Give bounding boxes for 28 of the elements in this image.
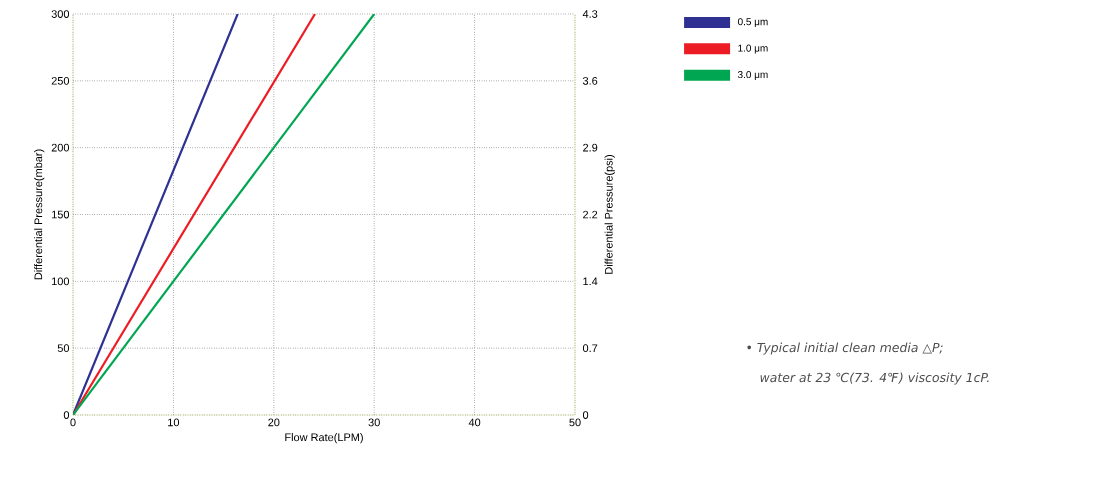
y-tick-label: 0	[63, 411, 70, 419]
legend-label: 3.0 μm	[737, 71, 768, 80]
y2-tick-label: 0	[582, 411, 589, 419]
x-tick-label: 0	[70, 418, 76, 427]
y2-tick-label: 0.7	[582, 344, 598, 353]
legend-label: 1.0 μm	[738, 44, 768, 54]
y-tick-label: 150	[52, 210, 70, 219]
y-tick-label: 100	[52, 277, 70, 286]
y2-axis-title: Differential Pressure(psi)	[604, 155, 615, 274]
y-axis-title: Differential Pressure(mbar)	[34, 149, 45, 280]
x-axis-title: Flow Rate(LPM)	[285, 433, 363, 444]
y2-tick-label: 4.3	[582, 10, 598, 18]
y2-tick-label: 2.2	[583, 210, 598, 219]
y2-tick-label: 3.6	[582, 76, 598, 85]
x-tick-label: 10	[168, 418, 180, 427]
y-tick-label: 300	[51, 10, 70, 18]
y2-tick-label: 1.4	[583, 277, 598, 286]
x-tick-label: 40	[468, 418, 481, 427]
x-tick-label: 30	[368, 418, 380, 427]
y2-tick-label: 2.9	[583, 143, 598, 152]
text: • Typical initial clean media △P;	[747, 342, 943, 355]
y-tick-label: 250	[51, 76, 70, 85]
x-tick-label: 20	[268, 418, 280, 427]
y-tick-label: 50	[57, 344, 70, 353]
text: water at 23 ℃(73. 4℉) viscosity 1cP.	[760, 372, 989, 385]
x-tick-label: 50	[569, 418, 581, 427]
legend-label: 0.5 μm	[737, 18, 768, 28]
y-tick-label: 200	[51, 143, 70, 152]
